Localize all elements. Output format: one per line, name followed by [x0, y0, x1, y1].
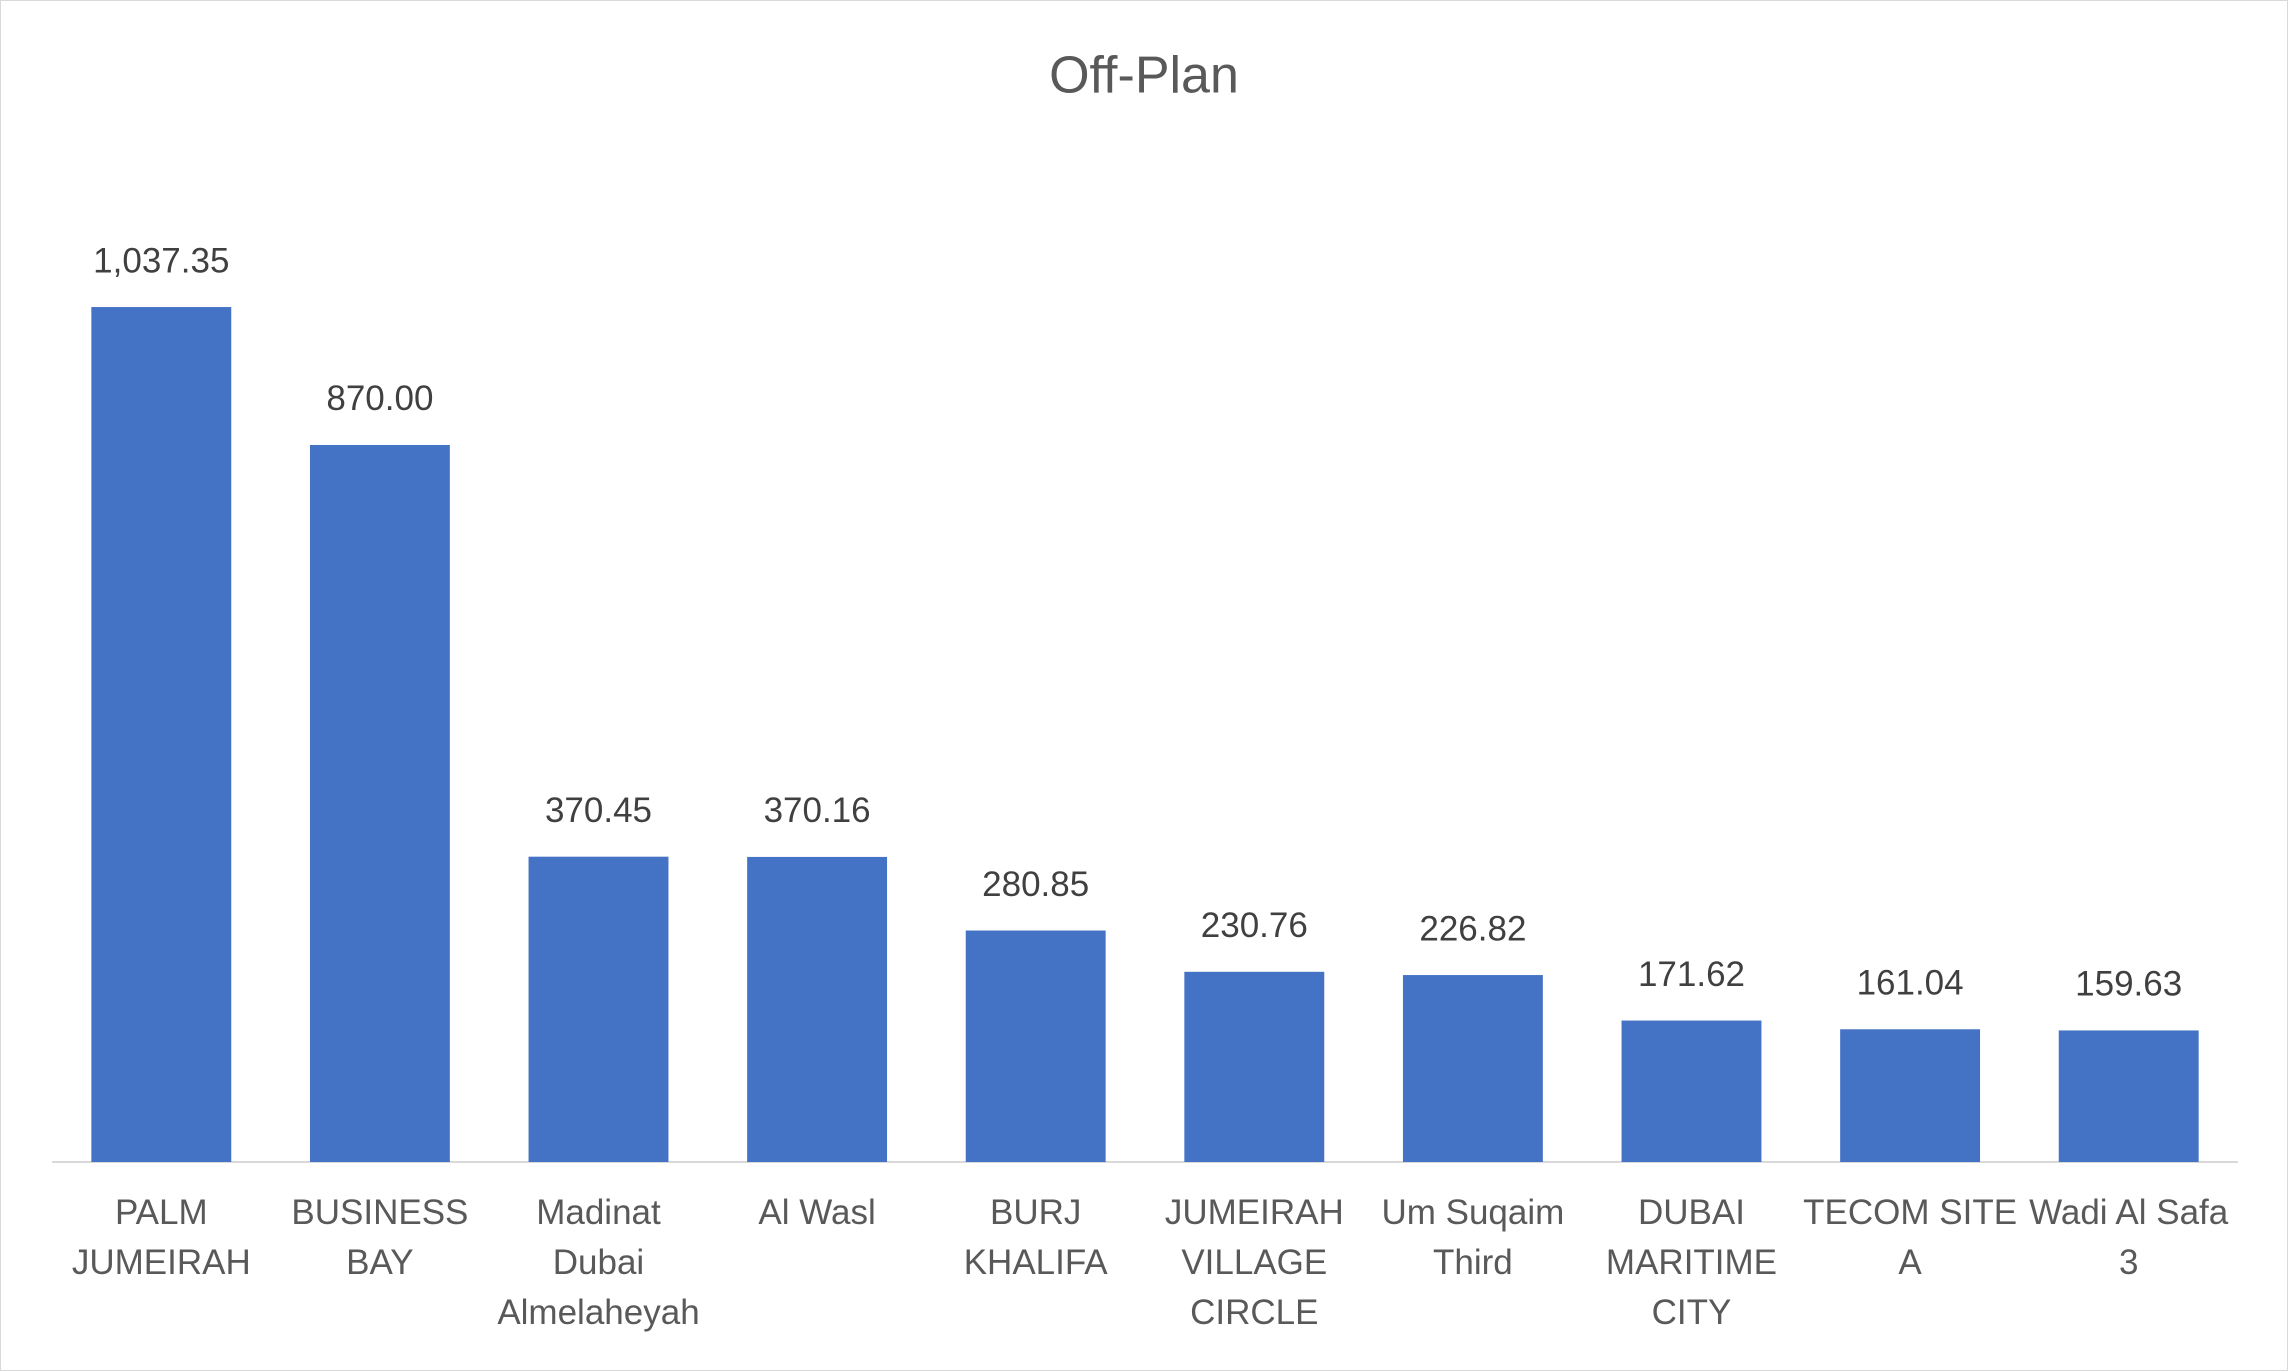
data-label: 226.82 — [1419, 909, 1526, 948]
bar — [309, 444, 450, 1163]
data-label: 161.04 — [1857, 964, 1964, 1003]
bar — [1840, 1029, 1981, 1162]
x-tick-label: TECOM SITE A — [1803, 1193, 2018, 1282]
x-tick-label: BURJ KHALIFA — [963, 1193, 1108, 1282]
bar — [747, 856, 888, 1162]
bar — [1621, 1020, 1762, 1162]
x-tick-label: BUSINESS BAY — [291, 1193, 469, 1282]
data-label: 1,037.35 — [93, 241, 229, 280]
bar — [1184, 971, 1325, 1162]
bar — [91, 307, 232, 1162]
data-label: 230.76 — [1201, 906, 1308, 945]
data-label: 171.62 — [1638, 955, 1745, 994]
data-label: 370.16 — [764, 791, 871, 830]
x-tick-label: Um Suqaim Third — [1381, 1193, 1565, 1282]
bar — [1402, 975, 1543, 1162]
bar — [2058, 1030, 2199, 1162]
data-label: 370.45 — [545, 791, 652, 830]
x-tick-label: Madinat Dubai Almelaheyah — [497, 1193, 700, 1332]
x-tick-label: DUBAI MARITIME CITY — [1605, 1193, 1778, 1332]
x-tick-label: Al Wasl — [758, 1193, 876, 1232]
x-tick-label: PALM JUMEIRAH — [71, 1193, 251, 1282]
bar — [965, 930, 1106, 1162]
data-label: 280.85 — [982, 865, 1089, 904]
x-tick-label: JUMEIRAH VILLAGE CIRCLE — [1164, 1193, 1344, 1332]
chart-title: Off-Plan — [1049, 47, 1239, 105]
x-tick-label: Wadi Al Safa 3 — [2029, 1193, 2229, 1282]
data-label: 159.63 — [2075, 965, 2182, 1004]
data-label: 870.00 — [326, 379, 433, 418]
bar — [528, 856, 669, 1162]
